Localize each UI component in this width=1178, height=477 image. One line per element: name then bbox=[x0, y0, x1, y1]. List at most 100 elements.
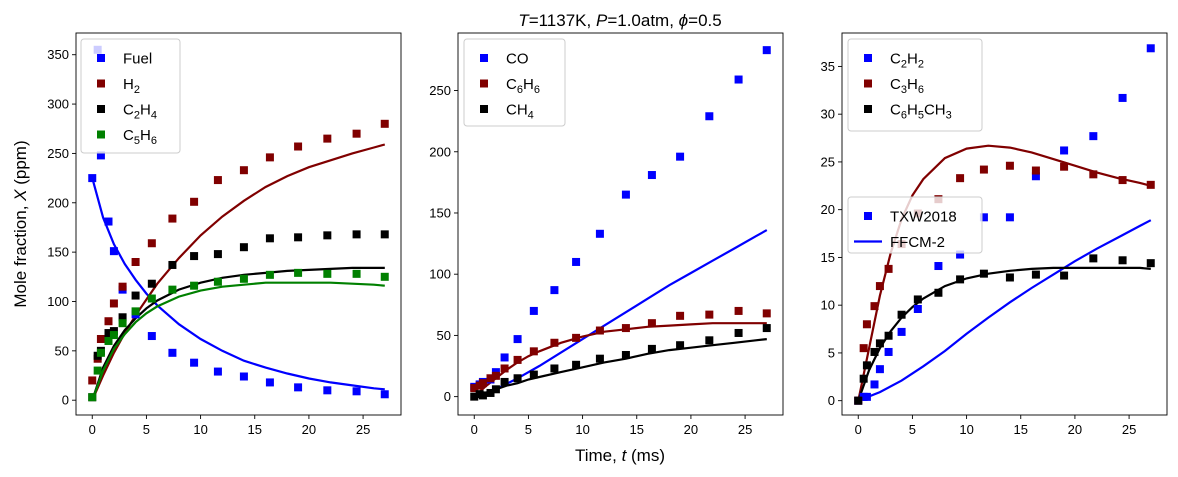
y-tick-label: 20 bbox=[821, 202, 835, 217]
data-point-c5h6 bbox=[118, 319, 127, 328]
data-point-c3h6 bbox=[1031, 166, 1040, 175]
x-tick-label: 25 bbox=[356, 422, 370, 437]
data-point-c2h2 bbox=[897, 327, 906, 336]
data-point-c6h6 bbox=[676, 311, 685, 320]
model-curve-ch4 bbox=[473, 338, 767, 398]
data-point-c2h2 bbox=[1060, 146, 1069, 155]
legend-marker bbox=[480, 54, 488, 62]
y-tick-label: 250 bbox=[47, 146, 69, 161]
data-point-ch4 bbox=[734, 328, 743, 337]
data-point-co bbox=[513, 335, 522, 344]
x-tick-label: 20 bbox=[684, 422, 698, 437]
data-point-fuel bbox=[265, 378, 274, 387]
legend-label: H2 bbox=[123, 76, 140, 96]
data-point-c6h5ch3 bbox=[870, 347, 879, 356]
data-point-c5h6 bbox=[380, 272, 389, 281]
y-tick-label: 250 bbox=[429, 83, 451, 98]
data-point-c6h6 bbox=[572, 333, 581, 342]
data-point-co bbox=[550, 286, 559, 295]
data-point-ch4 bbox=[762, 324, 771, 333]
model-curve-c2h2 bbox=[857, 219, 1152, 402]
data-point-c6h6 bbox=[647, 319, 656, 328]
data-point-co bbox=[734, 75, 743, 84]
y-tick-label: 5 bbox=[828, 345, 835, 360]
legend-label: CO bbox=[506, 51, 529, 68]
data-point-c2h4 bbox=[294, 233, 303, 242]
data-point-fuel bbox=[323, 386, 332, 395]
data-point-c3h6 bbox=[1005, 161, 1014, 170]
data-point-h2 bbox=[96, 334, 105, 343]
data-point-c5h6 bbox=[213, 277, 222, 286]
data-point-c2h2 bbox=[1146, 44, 1155, 53]
legend-label: C2H2 bbox=[890, 51, 924, 71]
data-point-ch4 bbox=[647, 344, 656, 353]
data-point-h2 bbox=[88, 376, 97, 385]
legend-box bbox=[847, 196, 983, 254]
data-point-c2h2 bbox=[956, 250, 965, 259]
y-tick-label: 15 bbox=[821, 250, 835, 265]
data-point-h2 bbox=[239, 166, 248, 175]
data-point-co bbox=[621, 190, 630, 199]
y-tick-label: 50 bbox=[55, 343, 69, 358]
data-point-c6h6 bbox=[478, 379, 487, 388]
legend-marker bbox=[97, 130, 105, 139]
data-point-c5h6 bbox=[96, 348, 105, 357]
data-point-c6h5ch3 bbox=[1031, 270, 1040, 279]
legend-label: TXW2018 bbox=[890, 209, 957, 226]
data-point-c2h2 bbox=[1118, 93, 1127, 102]
data-point-c2h2 bbox=[913, 304, 922, 313]
data-point-c6h5ch3 bbox=[979, 269, 988, 278]
data-point-fuel bbox=[104, 217, 113, 226]
data-point-fuel bbox=[109, 247, 118, 256]
data-point-ch4 bbox=[621, 351, 630, 360]
data-point-ch4 bbox=[550, 364, 559, 373]
x-tick-label: 10 bbox=[193, 422, 207, 437]
data-point-h2 bbox=[265, 153, 274, 162]
legend-label: C6H5CH3 bbox=[890, 102, 952, 122]
data-point-co bbox=[647, 171, 656, 180]
x-axis-title-text: Time, t (ms) bbox=[575, 446, 665, 465]
legend-marker bbox=[864, 212, 872, 220]
data-point-c3h6 bbox=[1118, 176, 1127, 185]
data-point-h2 bbox=[109, 299, 118, 308]
data-point-co bbox=[529, 306, 538, 315]
data-point-c2h2 bbox=[1089, 132, 1098, 141]
data-point-c3h6 bbox=[1146, 180, 1155, 189]
legend-box bbox=[463, 38, 566, 127]
figure-title: T=1137K, P=1.0atm, ϕ=0.5 bbox=[518, 11, 721, 30]
data-point-fuel bbox=[168, 348, 177, 357]
legend-marker bbox=[864, 54, 872, 62]
axes-frame bbox=[841, 32, 1168, 416]
y-tick-label: 0 bbox=[62, 393, 69, 408]
data-point-fuel bbox=[294, 383, 303, 392]
x-tick-label: 15 bbox=[1014, 422, 1028, 437]
y-tick-label: 10 bbox=[821, 298, 835, 313]
data-point-co bbox=[500, 353, 509, 362]
x-tick-label: 20 bbox=[1068, 422, 1082, 437]
data-point-c6h6 bbox=[500, 364, 509, 373]
data-point-c2h4 bbox=[118, 313, 127, 322]
legend-box bbox=[847, 38, 983, 132]
x-tick-label: 15 bbox=[630, 422, 644, 437]
x-tick-label: 0 bbox=[89, 422, 96, 437]
data-point-co bbox=[705, 112, 714, 121]
legend-label: Fuel bbox=[123, 51, 152, 68]
y-tick-label: 35 bbox=[821, 59, 835, 74]
data-point-h2 bbox=[190, 197, 199, 206]
y-tick-label: 200 bbox=[47, 195, 69, 210]
y-tick-label: 150 bbox=[429, 205, 451, 220]
data-point-ch4 bbox=[529, 370, 538, 379]
data-point-c5h6 bbox=[147, 294, 156, 303]
legend: CO C6H6 CH4 bbox=[463, 38, 566, 127]
data-point-h2 bbox=[352, 129, 361, 138]
data-point-ch4 bbox=[595, 354, 604, 363]
x-tick-label: 5 bbox=[909, 422, 916, 437]
y-tick-label: 50 bbox=[437, 328, 451, 343]
data-point-c3h6 bbox=[1060, 162, 1069, 171]
data-point-c6h5ch3 bbox=[884, 331, 893, 340]
data-point-c6h6 bbox=[470, 384, 479, 393]
data-point-c2h4 bbox=[380, 230, 389, 239]
data-point-c2h4 bbox=[190, 252, 199, 261]
data-point-fuel bbox=[380, 390, 389, 399]
